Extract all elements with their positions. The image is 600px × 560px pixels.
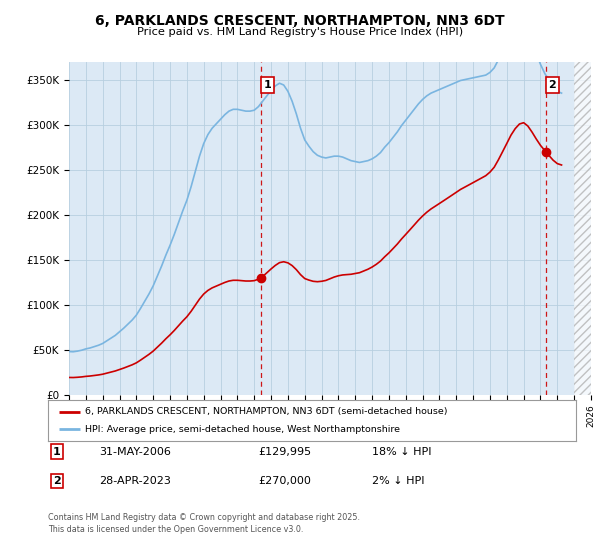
Text: 18% ↓ HPI: 18% ↓ HPI xyxy=(372,447,431,457)
Text: 6, PARKLANDS CRESCENT, NORTHAMPTON, NN3 6DT (semi-detached house): 6, PARKLANDS CRESCENT, NORTHAMPTON, NN3 … xyxy=(85,407,448,416)
Text: 2% ↓ HPI: 2% ↓ HPI xyxy=(372,476,425,486)
Text: 1: 1 xyxy=(53,447,61,457)
Text: Price paid vs. HM Land Registry's House Price Index (HPI): Price paid vs. HM Land Registry's House … xyxy=(137,27,463,37)
Text: Contains HM Land Registry data © Crown copyright and database right 2025.
This d: Contains HM Land Registry data © Crown c… xyxy=(48,513,360,534)
Text: £129,995: £129,995 xyxy=(258,447,311,457)
Bar xyxy=(574,62,591,395)
Text: £270,000: £270,000 xyxy=(258,476,311,486)
Text: 28-APR-2023: 28-APR-2023 xyxy=(99,476,171,486)
Text: HPI: Average price, semi-detached house, West Northamptonshire: HPI: Average price, semi-detached house,… xyxy=(85,425,400,434)
Text: 2: 2 xyxy=(548,80,556,90)
Text: 6, PARKLANDS CRESCENT, NORTHAMPTON, NN3 6DT: 6, PARKLANDS CRESCENT, NORTHAMPTON, NN3 … xyxy=(95,14,505,28)
Text: 2: 2 xyxy=(53,476,61,486)
Text: 1: 1 xyxy=(264,80,272,90)
Text: 31-MAY-2006: 31-MAY-2006 xyxy=(99,447,171,457)
